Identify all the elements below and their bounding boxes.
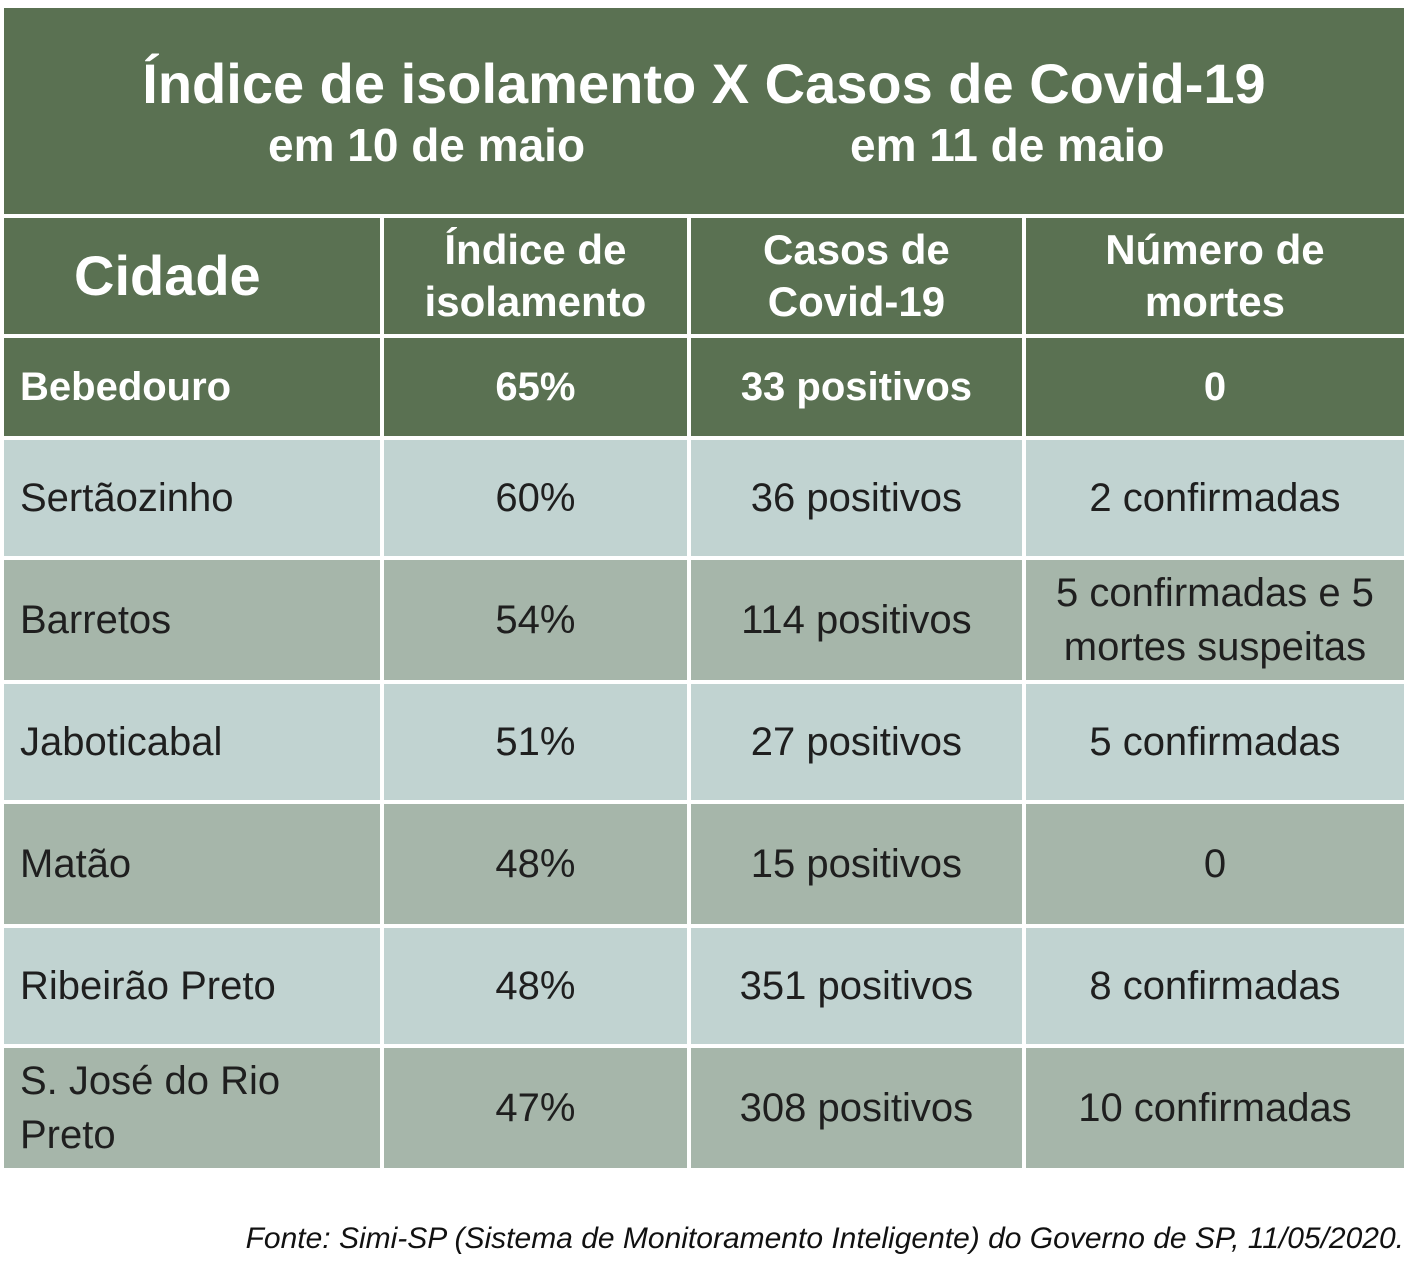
cell-cases: 114 positivos [690, 560, 1022, 680]
cell-isolation: 65% [383, 338, 687, 436]
table-body: Bebedouro 65% 33 positivos 0 Sertãozinho 60% 3… [4, 338, 1404, 1168]
cell-cases: 27 positivos [690, 684, 1022, 800]
cell-city: Barretos [4, 560, 380, 680]
table-header-row: Cidade Índice de isolamento Casos de Cov… [4, 218, 1404, 334]
table-row: S. José do Rio Preto 47% 308 positivos 10 c… [4, 1048, 1404, 1168]
source-note: Fonte: Simi-SP (Sistema de Monitoramento… [245, 1222, 1404, 1255]
title-block: Índice de isolamento X Casos de Covid-19… [4, 8, 1404, 214]
cell-deaths: 5 confirmadas e 5 mortes suspeitas [1025, 560, 1404, 680]
cell-deaths: 10 confirmadas [1025, 1048, 1404, 1168]
cell-deaths: 2 confirmadas [1025, 440, 1404, 556]
cell-city: Matão [4, 804, 380, 924]
cell-city: Bebedouro [4, 338, 380, 436]
cell-deaths: 5 confirmadas [1025, 684, 1404, 800]
cases-date-subtitle: em 11 de maio [850, 119, 1165, 171]
column-header-isolation: Índice de isolamento [383, 218, 687, 334]
cell-isolation: 48% [383, 928, 687, 1044]
cell-isolation: 54% [383, 560, 687, 680]
cell-deaths: 8 confirmadas [1025, 928, 1404, 1044]
cell-deaths: 0 [1025, 338, 1404, 436]
column-header-deaths-label: Número de mortes [1105, 226, 1325, 325]
cell-city: S. José do Rio Preto [4, 1048, 380, 1168]
infographic: Índice de isolamento X Casos de Covid-19… [4, 8, 1404, 1196]
cell-deaths: 0 [1025, 804, 1404, 924]
column-header-deaths: Número de mortes [1025, 218, 1404, 334]
table-row: Jaboticabal 51% 27 positivos 5 confirmadas [4, 684, 1404, 800]
cell-isolation: 48% [383, 804, 687, 924]
table-row: Sertãozinho 60% 36 positivos 2 confirmadas [4, 440, 1404, 556]
cell-city: Sertãozinho [4, 440, 380, 556]
cell-cases: 351 positivos [690, 928, 1022, 1044]
cell-cases: 15 positivos [690, 804, 1022, 924]
table-row: Barretos 54% 114 positivos 5 confirmadas e … [4, 560, 1404, 680]
column-header-city: Cidade [4, 218, 380, 334]
table-row: Ribeirão Preto 48% 351 positivos 8 confirma… [4, 928, 1404, 1044]
column-header-cases-label: Casos de Covid-19 [763, 226, 950, 325]
cell-isolation: 51% [383, 684, 687, 800]
cell-city: Jaboticabal [4, 684, 380, 800]
table-row: Matão 48% 15 positivos 0 [4, 804, 1404, 924]
cell-isolation: 60% [383, 440, 687, 556]
cell-city: Ribeirão Preto [4, 928, 380, 1044]
cell-cases: 33 positivos [690, 338, 1022, 436]
table-row: Bebedouro 65% 33 positivos 0 [4, 338, 1404, 436]
data-table: Cidade Índice de isolamento Casos de Cov… [0, 214, 1408, 1172]
cell-isolation: 47% [383, 1048, 687, 1168]
cell-cases: 308 positivos [690, 1048, 1022, 1168]
chart-title: Índice de isolamento X Casos de Covid-19 [142, 52, 1266, 115]
column-header-isolation-label: Índice de isolamento [424, 226, 647, 325]
isolation-date-subtitle: em 10 de maio [268, 119, 586, 171]
column-header-cases: Casos de Covid-19 [690, 218, 1022, 334]
cell-cases: 36 positivos [690, 440, 1022, 556]
